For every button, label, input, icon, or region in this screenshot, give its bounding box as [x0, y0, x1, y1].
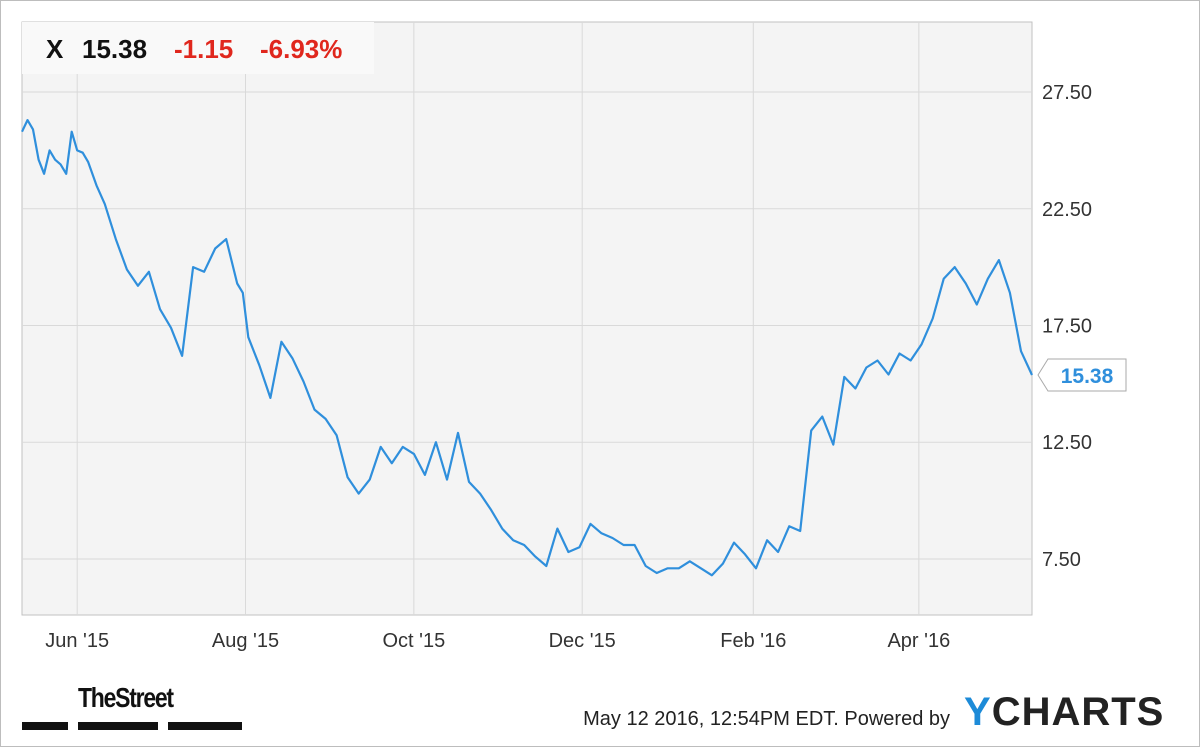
- thestreet-logo-text: TheStreet: [78, 682, 174, 713]
- price-line: [21, 118, 1033, 577]
- series: 15.38: [21, 118, 1127, 577]
- price-change: -1.15: [174, 34, 234, 64]
- y-tick-label: 7.50: [1042, 549, 1081, 571]
- plot-area: [21, 21, 1033, 616]
- x-tick-label: Dec '15: [549, 630, 616, 652]
- x-tick-label: Apr '16: [887, 630, 950, 652]
- price-change-percent: -6.93%: [260, 34, 343, 64]
- timestamp-footer: May 12 2016, 12:54PM EDT. Powered by: [583, 708, 950, 730]
- last-price: 15.38: [82, 34, 148, 64]
- ycharts-logo-y: Y: [964, 690, 992, 734]
- logo-bar: [168, 722, 242, 730]
- ycharts-logo-rest: CHARTS: [991, 690, 1165, 734]
- y-tick-label: 17.50: [1042, 316, 1092, 338]
- y-tick-label: 22.50: [1042, 199, 1092, 221]
- x-tick-label: Oct '15: [382, 630, 445, 652]
- callout-box: [1037, 358, 1127, 392]
- grid: [22, 22, 1032, 615]
- x-tick-label: Feb '16: [720, 630, 786, 652]
- x-tick-label: Jun '15: [45, 630, 109, 652]
- logo-bar: [78, 722, 158, 730]
- ticker-symbol: X: [46, 34, 64, 64]
- logo-bar: [22, 722, 68, 730]
- ycharts-logo: YCHARTS: [964, 690, 1164, 735]
- y-tick-label: 27.50: [1042, 82, 1092, 104]
- x-tick-label: Aug '15: [212, 630, 279, 652]
- callout-label: 15.38: [1061, 365, 1114, 388]
- axis-ticks: 7.50 12.50 17.50 22.50 27.50 Jun '15 Aug '15 Oc…: [45, 82, 1092, 652]
- y-tick-label: 12.50: [1042, 432, 1092, 454]
- last-value-callout: 15.38: [1037, 358, 1127, 392]
- quote-header: [22, 22, 374, 74]
